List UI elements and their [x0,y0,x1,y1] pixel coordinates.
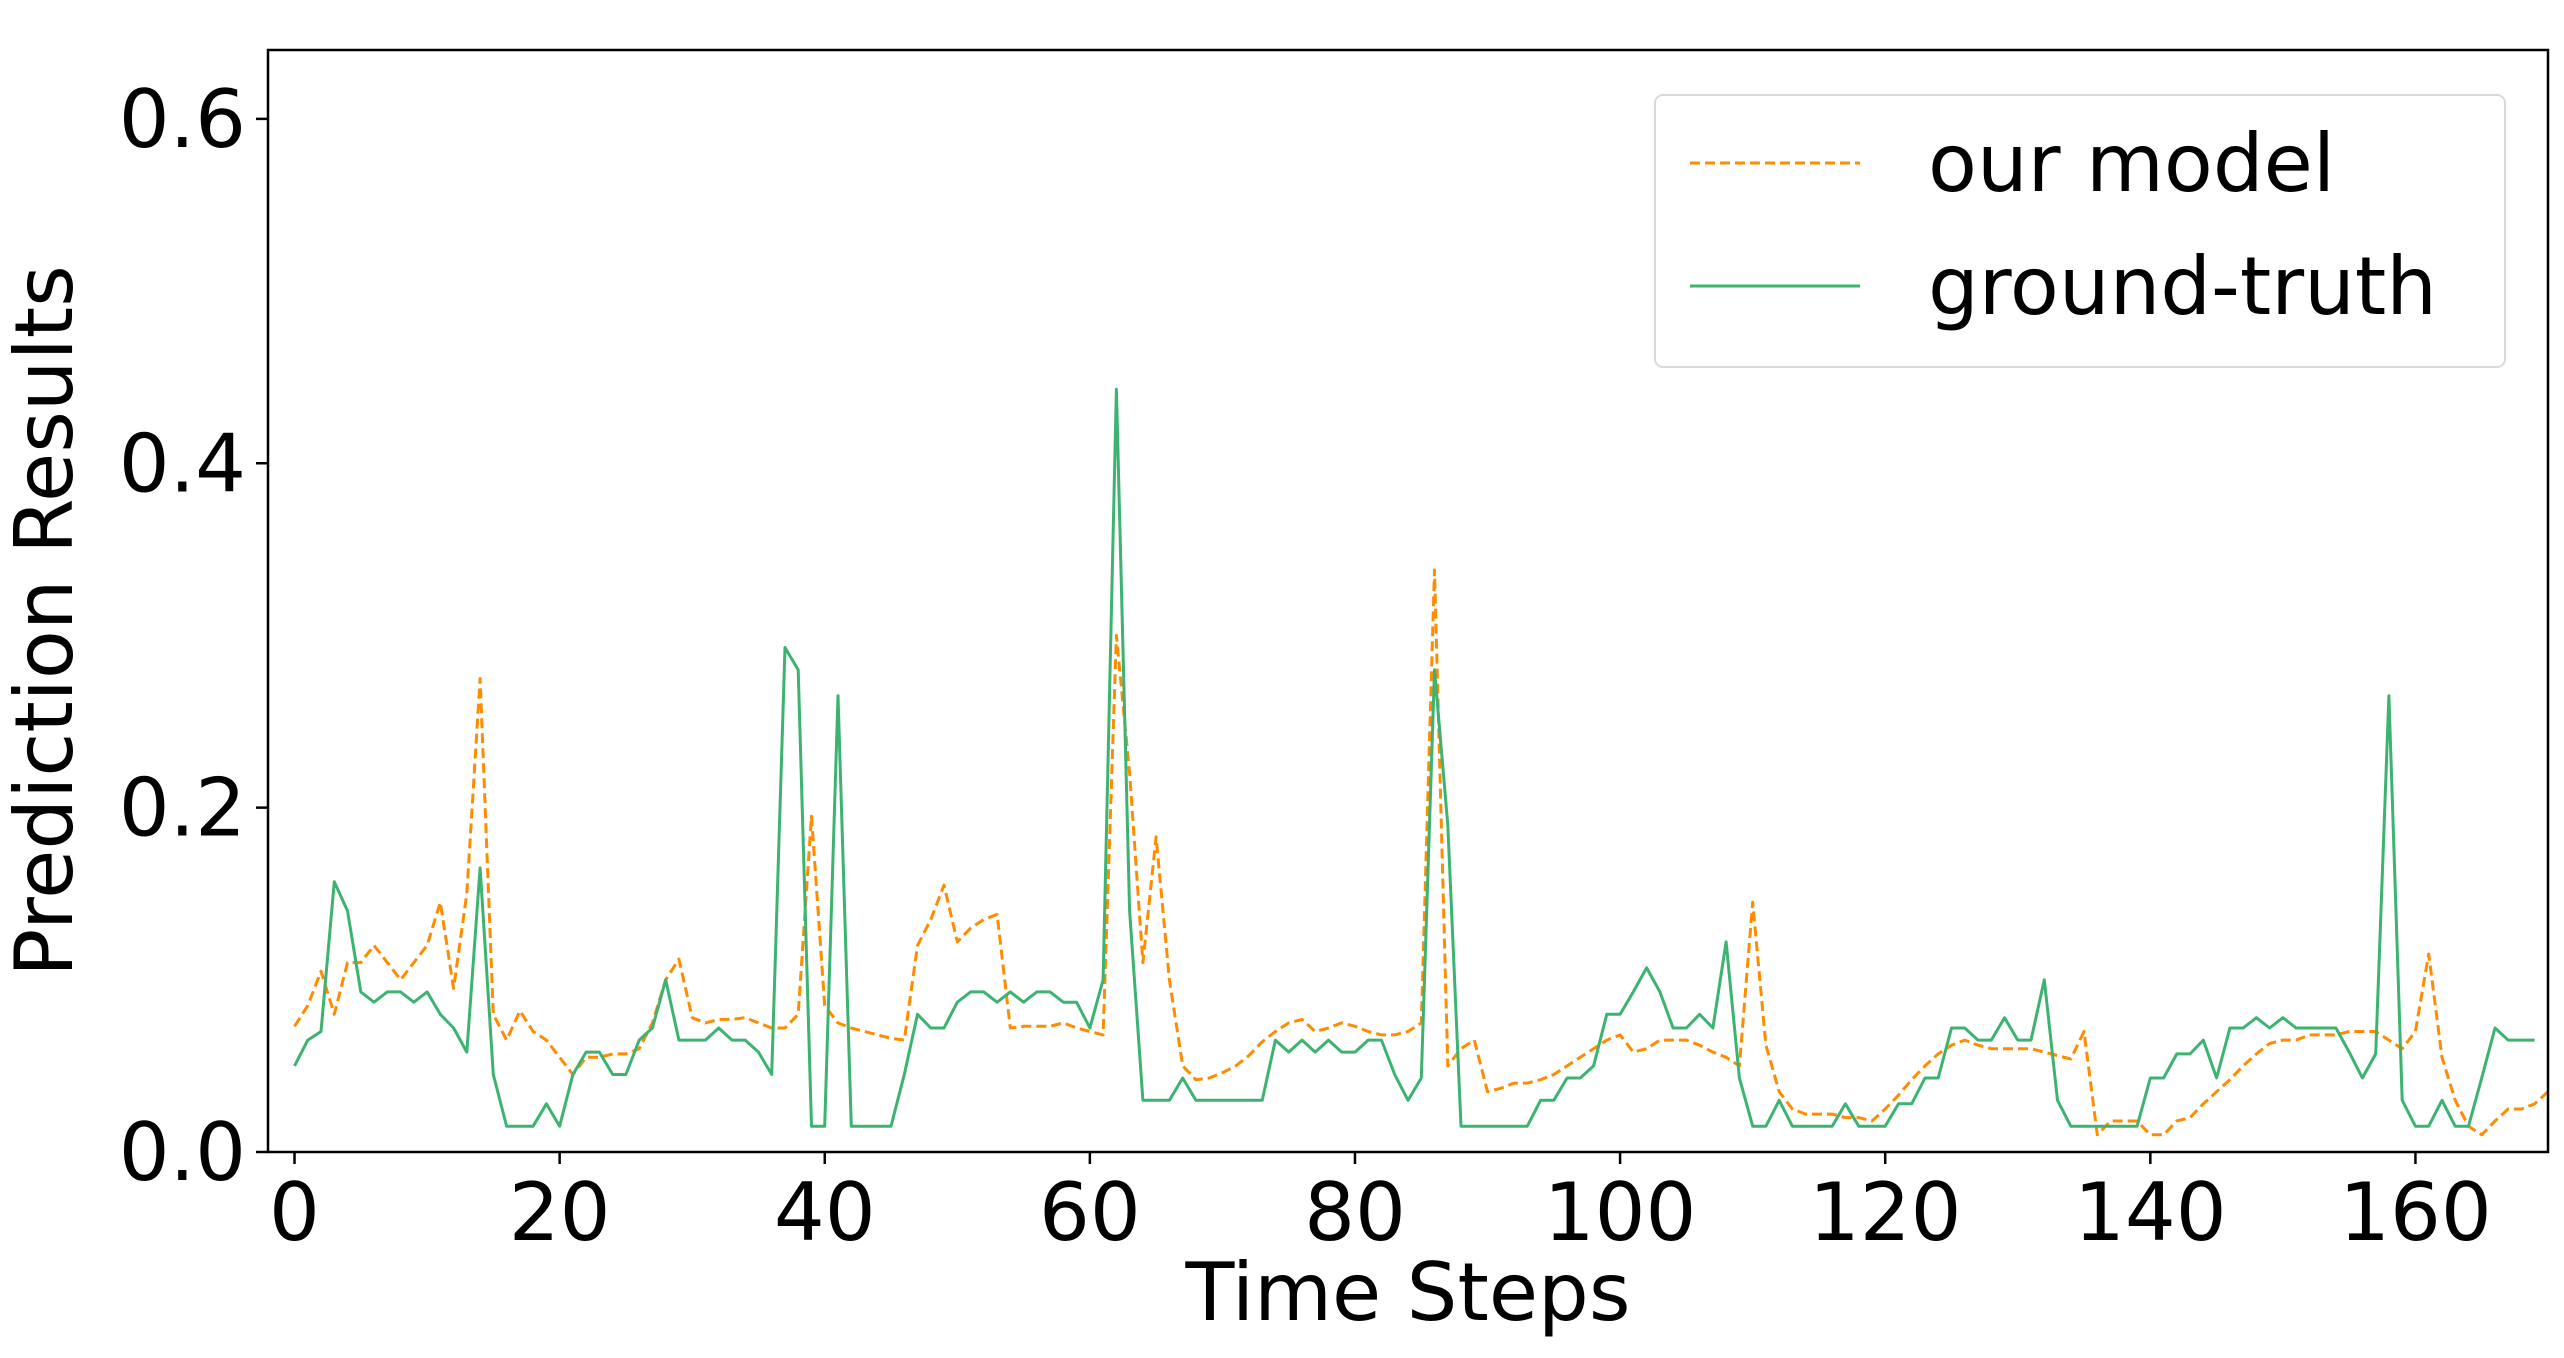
y-axis-ticks: 0.0 0.2 0.4 0.6 [119,73,268,1199]
legend: our model ground-truth [1655,95,2505,367]
y-tick-label: 0.2 [119,762,246,855]
x-tick-label: 140 [2074,1166,2227,1259]
x-tick-label: 40 [774,1166,876,1259]
legend-label-our-model: our model [1928,117,2335,210]
y-tick-label: 0.4 [119,417,246,510]
series-line-ground-truth [295,389,2535,1126]
x-tick-label: 60 [1039,1166,1141,1259]
y-tick-label: 0.0 [119,1106,246,1199]
x-tick-label: 160 [2339,1166,2492,1259]
y-axis-label: Prediction Results [0,265,91,977]
legend-label-ground-truth: ground-truth [1928,240,2437,333]
y-tick-label: 0.6 [119,73,246,166]
series-layer [295,389,2564,1135]
x-tick-label: 20 [509,1166,611,1259]
x-tick-label: 120 [1809,1166,1962,1259]
x-tick-label: 0 [269,1166,320,1259]
x-axis-label: Time Steps [1184,1246,1630,1339]
